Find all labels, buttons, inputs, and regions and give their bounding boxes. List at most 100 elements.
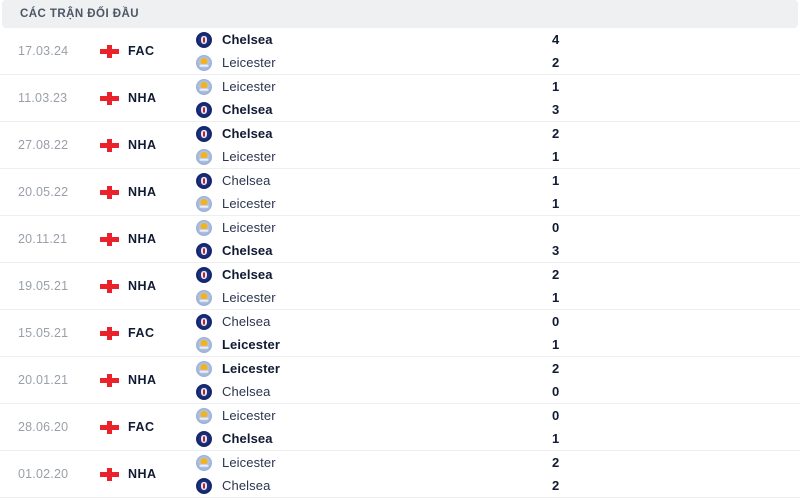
- score-line-away: 1: [552, 431, 800, 447]
- team-away[interactable]: Chelsea: [196, 477, 510, 494]
- team-home[interactable]: Leicester: [196, 454, 510, 471]
- chelsea-crest-icon: [196, 477, 212, 494]
- match-row[interactable]: 19.05.21 NHA Chelsea Leicester 2 1: [0, 263, 800, 310]
- team-home[interactable]: Chelsea: [196, 125, 510, 142]
- team-home[interactable]: Chelsea: [196, 31, 510, 48]
- score-line-away: 3: [552, 102, 800, 118]
- score-value: 0: [552, 314, 560, 329]
- score-line-home: 2: [552, 267, 800, 283]
- match-row[interactable]: 17.03.24 FAC Chelsea Leicester 4 2: [0, 28, 800, 75]
- team-away[interactable]: Leicester: [196, 148, 510, 165]
- match-row[interactable]: 20.01.21 NHA Leicester Chelsea 2 0: [0, 357, 800, 404]
- leicester-crest-icon: [196, 407, 212, 424]
- team-away[interactable]: Chelsea: [196, 383, 510, 400]
- team-name: Chelsea: [222, 478, 271, 493]
- team-away[interactable]: Leicester: [196, 336, 510, 353]
- match-row[interactable]: 20.11.21 NHA Leicester Chelsea 0 3: [0, 216, 800, 263]
- team-name: Leicester: [222, 455, 276, 470]
- teams-cell: Leicester Chelsea: [192, 219, 510, 259]
- competition-code: FAC: [128, 326, 155, 340]
- team-name: Leicester: [222, 220, 276, 235]
- match-row[interactable]: 15.05.21 FAC Chelsea Leicester 0 1: [0, 310, 800, 357]
- score-line-away: 1: [552, 196, 800, 212]
- team-home[interactable]: Leicester: [196, 219, 510, 236]
- competition-cell: NHA: [100, 91, 192, 105]
- competition-code: FAC: [128, 420, 155, 434]
- score-line-home: 0: [552, 408, 800, 424]
- team-away[interactable]: Leicester: [196, 195, 510, 212]
- team-away[interactable]: Chelsea: [196, 242, 510, 259]
- team-name: Leicester: [222, 408, 276, 423]
- team-home[interactable]: Chelsea: [196, 266, 510, 283]
- chelsea-crest-icon: [196, 125, 212, 142]
- score-value: 4: [552, 32, 560, 47]
- england-flag-icon: [100, 420, 119, 434]
- england-flag-icon: [100, 326, 119, 340]
- match-row[interactable]: 01.02.20 NHA Leicester Chelsea 2 2: [0, 451, 800, 498]
- score-value: 1: [552, 290, 560, 305]
- team-name: Leicester: [222, 196, 276, 211]
- team-home[interactable]: Leicester: [196, 360, 510, 377]
- match-date: 20.01.21: [18, 373, 69, 387]
- leicester-crest-icon: [196, 219, 212, 236]
- match-row[interactable]: 11.03.23 NHA Leicester Chelsea 1 3: [0, 75, 800, 122]
- leicester-crest-icon: [196, 54, 212, 71]
- competition-code: FAC: [128, 44, 155, 58]
- team-home[interactable]: Chelsea: [196, 313, 510, 330]
- competition-cell: FAC: [100, 420, 192, 434]
- team-name: Chelsea: [222, 431, 273, 446]
- score-value: 1: [552, 337, 560, 352]
- leicester-crest-icon: [196, 195, 212, 212]
- chelsea-crest-icon: [196, 266, 212, 283]
- chelsea-crest-icon: [196, 101, 212, 118]
- team-home[interactable]: Leicester: [196, 407, 510, 424]
- competition-cell: NHA: [100, 467, 192, 481]
- team-name: Chelsea: [222, 126, 273, 141]
- match-date: 19.05.21: [18, 279, 69, 293]
- score-line-home: 4: [552, 32, 800, 48]
- team-name: Chelsea: [222, 32, 273, 47]
- score-value: 1: [552, 196, 560, 211]
- team-home[interactable]: Chelsea: [196, 172, 510, 189]
- match-row[interactable]: 20.05.22 NHA Chelsea Leicester 1 1: [0, 169, 800, 216]
- competition-cell: FAC: [100, 326, 192, 340]
- team-name: Leicester: [222, 361, 280, 376]
- team-away[interactable]: Leicester: [196, 289, 510, 306]
- score-value: 2: [552, 267, 560, 282]
- score-value: 1: [552, 173, 560, 188]
- team-name: Chelsea: [222, 243, 273, 258]
- match-row[interactable]: 28.06.20 FAC Leicester Chelsea 0 1: [0, 404, 800, 451]
- competition-code: NHA: [128, 185, 157, 199]
- team-name: Chelsea: [222, 384, 271, 399]
- chelsea-crest-icon: [196, 172, 212, 189]
- team-home[interactable]: Leicester: [196, 78, 510, 95]
- teams-cell: Chelsea Leicester: [192, 313, 510, 353]
- match-date: 15.05.21: [18, 326, 69, 340]
- team-away[interactable]: Leicester: [196, 54, 510, 71]
- teams-cell: Leicester Chelsea: [192, 407, 510, 447]
- score-value: 0: [552, 220, 560, 235]
- competition-code: NHA: [128, 373, 157, 387]
- england-flag-icon: [100, 44, 119, 58]
- score-line-home: 1: [552, 79, 800, 95]
- teams-cell: Chelsea Leicester: [192, 266, 510, 306]
- teams-cell: Leicester Chelsea: [192, 78, 510, 118]
- score-value: 2: [552, 455, 560, 470]
- match-date: 01.02.20: [18, 467, 69, 481]
- competition-cell: NHA: [100, 138, 192, 152]
- team-away[interactable]: Chelsea: [196, 430, 510, 447]
- england-flag-icon: [100, 232, 119, 246]
- england-flag-icon: [100, 91, 119, 105]
- score-line-home: 2: [552, 361, 800, 377]
- leicester-crest-icon: [196, 78, 212, 95]
- leicester-crest-icon: [196, 289, 212, 306]
- match-row[interactable]: 27.08.22 NHA Chelsea Leicester 2 1: [0, 122, 800, 169]
- team-name: Chelsea: [222, 267, 273, 282]
- score-value: 3: [552, 102, 560, 117]
- team-away[interactable]: Chelsea: [196, 101, 510, 118]
